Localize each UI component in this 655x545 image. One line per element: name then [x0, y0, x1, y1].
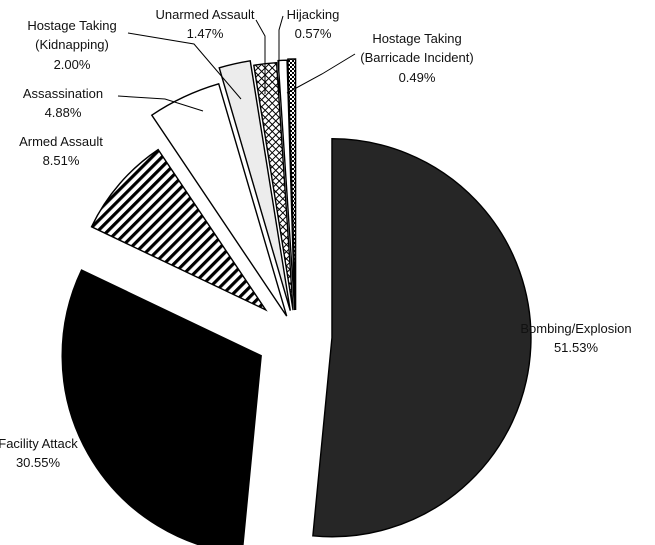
label-assassination: Assassination: [23, 86, 103, 101]
leader-line-unarmed-assault: [255, 19, 266, 94]
slice-labels: Bombing/Explosion 51.53% Facility Attack…: [0, 7, 632, 470]
slice-armed-assault: [90, 148, 268, 312]
label-bombing-explosion: Bombing/Explosion: [520, 321, 631, 336]
value-armed-assault: 8.51%: [43, 153, 80, 168]
leader-line-barricade: [286, 53, 356, 94]
value-hostage-taking-barricade: 0.49%: [399, 70, 436, 85]
label-hostage-taking-barricade-2: (Barricade Incident): [360, 50, 473, 65]
leader-lines: [117, 15, 356, 112]
leader-line-assassination: [117, 95, 204, 112]
slice-bombing-explosion: [312, 138, 532, 538]
label-facility-attack: Facility Attack: [0, 436, 78, 451]
value-assassination: 4.88%: [45, 105, 82, 120]
slice-facility-attack: [61, 269, 262, 545]
label-hostage-taking-barricade-1: Hostage Taking: [372, 31, 461, 46]
value-hostage-taking-kidnapping: 2.00%: [54, 57, 91, 72]
label-hostage-taking-kidnapping-1: Hostage Taking: [27, 18, 116, 33]
label-hostage-taking-kidnapping-2: (Kidnapping): [35, 37, 109, 52]
label-armed-assault: Armed Assault: [19, 134, 103, 149]
pie-slices: [61, 58, 532, 545]
label-hijacking: Hijacking: [287, 7, 340, 22]
slice-hostage-taking-kidnapping: [218, 60, 291, 311]
slice-hijacking: [277, 59, 296, 311]
value-bombing-explosion: 51.53%: [554, 340, 599, 355]
value-hijacking: 0.57%: [295, 26, 332, 41]
slice-hostage-taking-barricade: [287, 58, 297, 311]
value-facility-attack: 30.55%: [16, 455, 61, 470]
leader-line-hijacking: [278, 15, 284, 93]
label-unarmed-assault: Unarmed Assault: [156, 7, 255, 22]
leader-line-kidnapping: [127, 32, 242, 100]
value-unarmed-assault: 1.47%: [187, 26, 224, 41]
slice-assassination: [150, 82, 288, 317]
